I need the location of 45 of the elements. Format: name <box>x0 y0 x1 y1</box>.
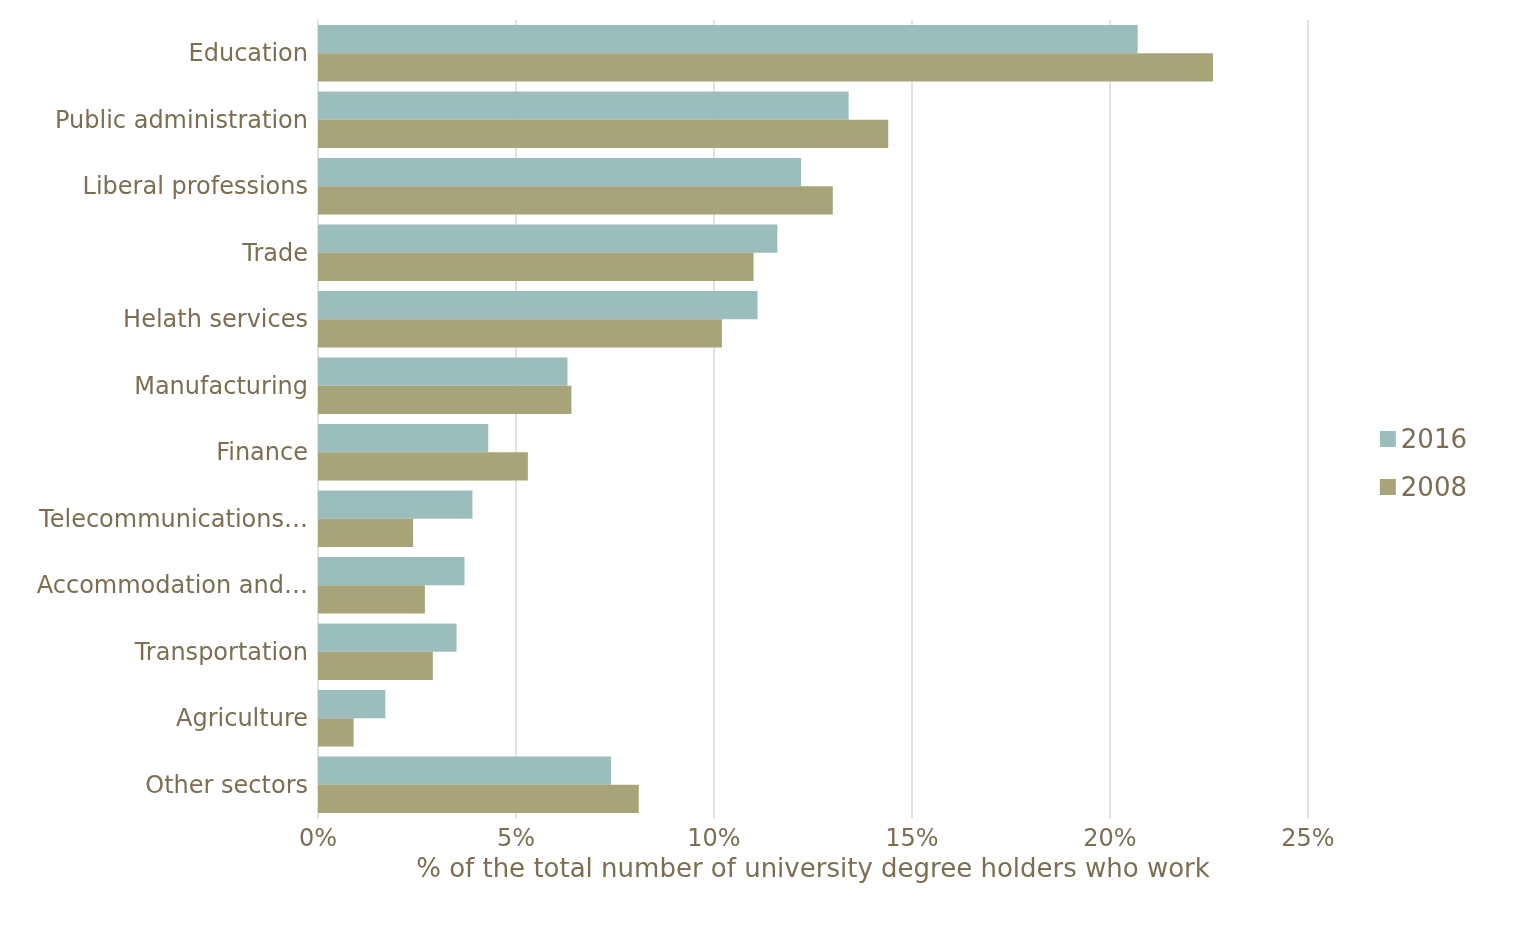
bar <box>318 756 612 785</box>
y-tick-label: Transportation <box>133 637 308 666</box>
legend-label: 2016 <box>1400 424 1467 454</box>
bar <box>318 784 639 814</box>
bar <box>318 91 849 120</box>
bar <box>318 119 889 149</box>
bar <box>318 585 425 614</box>
bar <box>318 651 433 681</box>
x-tick-label: 0% <box>298 824 338 852</box>
legend-label: 2008 <box>1400 472 1467 502</box>
bar <box>318 718 354 747</box>
x-tick-label: 5% <box>496 824 536 852</box>
bar <box>318 623 457 652</box>
bar <box>318 385 572 415</box>
y-tick-label: Telecommunications… <box>38 504 308 533</box>
y-tick-label: Education <box>188 39 308 68</box>
bar <box>318 157 802 187</box>
bar <box>318 518 414 548</box>
y-tick-label: Helath services <box>123 305 308 334</box>
y-tick-label: Finance <box>216 438 308 467</box>
bar <box>318 452 528 481</box>
y-tick-label: Trade <box>241 238 308 267</box>
y-tick-label: Agriculture <box>176 704 308 733</box>
x-axis-title: % of the total number of university degree holders who work <box>416 852 1210 883</box>
y-tick-label: Liberal professions <box>82 172 308 201</box>
y-tick-label: Other sectors <box>145 770 308 799</box>
bar <box>318 357 568 386</box>
y-tick-label: Accommodation and… <box>36 571 308 600</box>
bar <box>318 490 473 519</box>
y-tick-label: Public administration <box>55 105 308 134</box>
x-tick-label: 15% <box>885 824 939 852</box>
x-tick-label: 10% <box>687 824 741 852</box>
bar <box>318 290 758 320</box>
x-tick-label: 25% <box>1281 824 1335 852</box>
bar <box>318 319 722 348</box>
bar <box>318 224 778 253</box>
y-tick-label: Manufacturing <box>134 371 308 400</box>
bar <box>318 53 1213 82</box>
bar <box>318 186 833 215</box>
bar <box>318 252 754 282</box>
bar <box>318 423 489 453</box>
x-tick-label: 20% <box>1083 824 1137 852</box>
bar <box>318 24 1138 54</box>
bar <box>318 689 386 719</box>
bar <box>318 556 465 586</box>
